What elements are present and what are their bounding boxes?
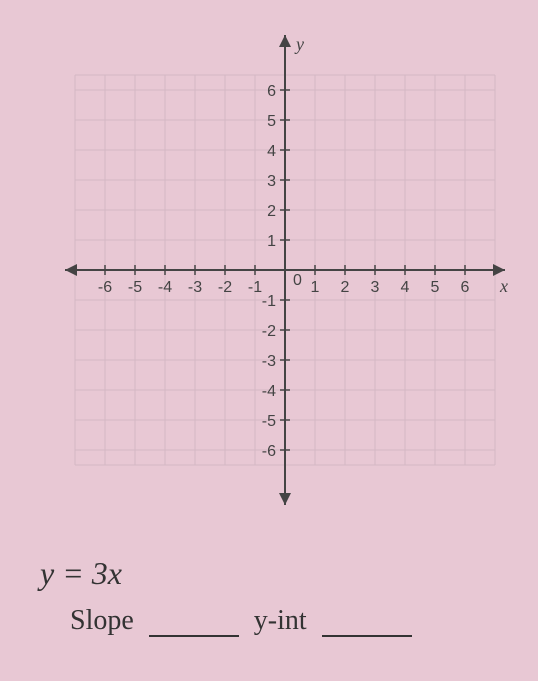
y-axis-arrow-down xyxy=(279,493,291,505)
x-tick-label: -3 xyxy=(188,279,202,296)
y-tick-label: 5 xyxy=(267,113,276,130)
y-tick-label: -3 xyxy=(262,353,276,370)
x-tick-label: 2 xyxy=(341,279,350,296)
x-tick-label: 4 xyxy=(401,279,410,296)
y-tick-label: 2 xyxy=(267,203,276,220)
slope-blank[interactable] xyxy=(149,617,239,637)
coordinate-plane: -6 -5 -4 -3 -2 -1 1 2 3 4 5 6 0 6 5 4 3 … xyxy=(60,30,510,510)
x-tick-label: -4 xyxy=(158,279,172,296)
y-tick-label: -1 xyxy=(262,293,276,310)
y-tick-label: -2 xyxy=(262,323,276,340)
answer-prompts: Slope y-int xyxy=(70,605,420,637)
y-tick-label: 4 xyxy=(267,143,276,160)
x-tick-label: -6 xyxy=(98,279,112,296)
slope-label: Slope xyxy=(70,605,134,636)
x-tick-label: -2 xyxy=(218,279,232,296)
x-tick-label: 5 xyxy=(431,279,440,296)
x-axis-label: x xyxy=(499,276,508,296)
x-axis-arrow-right xyxy=(493,264,505,276)
y-tick-label: -5 xyxy=(262,413,276,430)
x-tick-label: 3 xyxy=(371,279,380,296)
y-tick-label: 1 xyxy=(267,233,276,250)
x-axis-arrow-left xyxy=(65,264,77,276)
y-tick-label: 6 xyxy=(267,83,276,100)
chart-svg: -6 -5 -4 -3 -2 -1 1 2 3 4 5 6 0 6 5 4 3 … xyxy=(60,30,510,510)
origin-label: 0 xyxy=(293,272,302,289)
y-tick-label: 3 xyxy=(267,173,276,190)
y-axis-arrow-up xyxy=(279,35,291,47)
x-tick-label: -1 xyxy=(248,279,262,296)
y-tick-label: -6 xyxy=(262,443,276,460)
x-tick-label: -5 xyxy=(128,279,142,296)
yint-blank[interactable] xyxy=(322,617,412,637)
yint-label: y-int xyxy=(254,605,307,636)
y-tick-label: -4 xyxy=(262,383,276,400)
equation-text: y = 3x xyxy=(40,555,122,592)
x-tick-label: 1 xyxy=(311,279,320,296)
y-axis-label: y xyxy=(294,34,304,54)
x-tick-label: 6 xyxy=(461,279,470,296)
